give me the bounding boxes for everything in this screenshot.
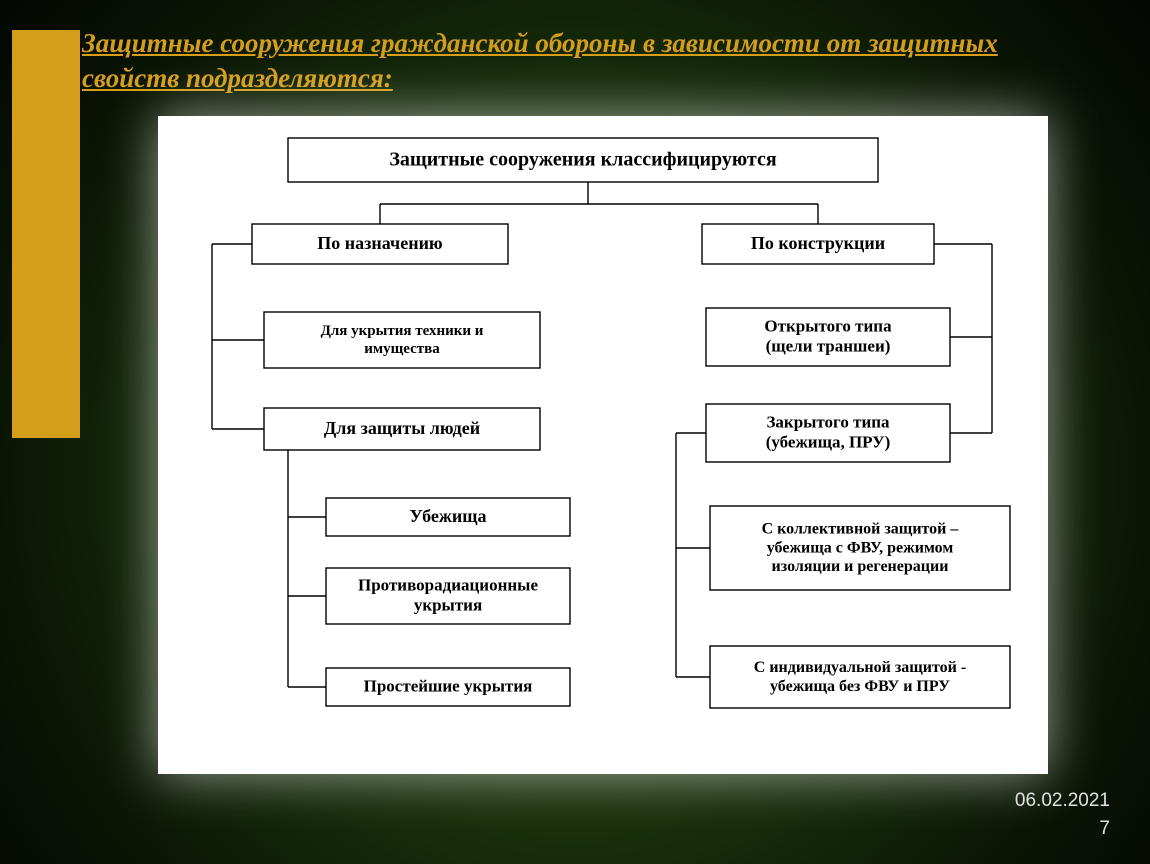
svg-text:Простейшие укрытия: Простейшие укрытия [364,677,533,696]
svg-text:(щели траншеи): (щели траншеи) [766,337,891,356]
svg-text:(убежища, ПРУ): (убежища, ПРУ) [766,433,891,452]
svg-text:Для укрытия техники и: Для укрытия техники и [321,323,484,339]
node-shelter: Убежища [326,498,570,536]
node-coll: С коллективной защитой – убежища с ФВУ, р… [710,506,1010,590]
node-indiv: С индивидуальной защитой - убежища без ФВ… [710,646,1010,708]
node-closed: Закрытого типа(убежища, ПРУ) [706,404,950,462]
node-open: Открытого типа(щели траншеи) [706,308,950,366]
node-equip: Для укрытия техники и имущества [264,312,540,368]
svg-text:Закрытого типа: Закрытого типа [766,413,890,432]
svg-text:С коллективной защитой –: С коллективной защитой – [762,520,960,537]
node-purpose: По назначению [252,224,508,264]
slide-title-text: Защитные сооружения гражданской обороны … [82,28,998,93]
svg-text:изоляции и регенерации: изоляции и регенерации [772,558,949,575]
svg-text:Защитные сооружения классифици: Защитные сооружения классифицируются [389,148,777,170]
svg-text:Для защиты людей: Для защиты людей [324,418,480,438]
slide-frame: Защитные сооружения гражданской обороны … [0,0,1150,864]
node-antirad: Противорадиационныеукрытия [326,568,570,624]
svg-text:По назначению: По назначению [317,233,443,253]
slide-title: Защитные сооружения гражданской обороны … [82,26,1072,95]
svg-text:убежища без ФВУ и ПРУ: убежища без ФВУ и ПРУ [770,678,950,695]
node-root: Защитные сооружения классифицируются [288,138,878,182]
svg-text:Противорадиационные: Противорадиационные [358,576,538,595]
node-simple: Простейшие укрытия [326,668,570,706]
footer-date: 06.02.2021 [1015,790,1110,812]
svg-text:По конструкции: По конструкции [751,233,885,253]
svg-text:убежища с ФВУ, режимом: убежища с ФВУ, режимом [767,539,954,556]
diagram-panel: Защитные сооружения классифицируются По н… [158,116,1048,774]
footer-page: 7 [1099,818,1110,840]
svg-text:укрытия: укрытия [414,596,482,615]
svg-text:Открытого типа: Открытого типа [764,317,892,336]
svg-text:Убежища: Убежища [410,506,487,526]
node-construct: По конструкции [702,224,934,264]
svg-text:имущества: имущества [364,341,440,357]
svg-text:С индивидуальной защитой -: С индивидуальной защитой - [754,659,966,676]
node-people: Для защиты людей [264,408,540,450]
diagram-svg: Защитные сооружения классифицируются По н… [158,116,1048,774]
decorative-gold-bar [12,30,80,438]
